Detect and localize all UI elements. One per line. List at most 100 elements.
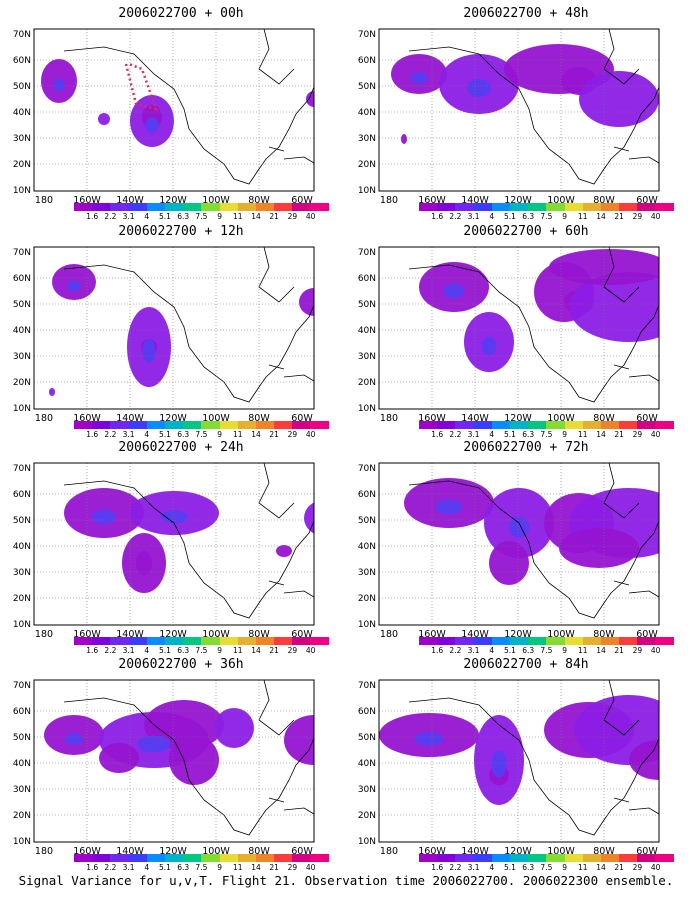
lon-tick-label: 180	[380, 413, 398, 424]
colorbar-label: 4	[144, 863, 150, 872]
colorbar-label: 2.2	[104, 863, 117, 872]
lat-tick-label: 30N	[13, 352, 31, 362]
colorbar-label: 2.2	[104, 430, 117, 439]
lat-tick-label: 30N	[358, 568, 376, 578]
map-frame	[378, 679, 660, 843]
colorbar-swatch	[528, 854, 547, 862]
lon-tick-label: 60W	[291, 413, 313, 424]
colorbar-label: 2.2	[104, 212, 117, 221]
signal-variance-core	[160, 510, 188, 524]
colorbar-label: 29	[287, 646, 298, 655]
lat-tick-label: 20N	[13, 378, 31, 388]
colorbar-swatch	[146, 854, 165, 862]
signal-variance-region	[299, 288, 314, 316]
colorbar-swatch	[92, 637, 111, 645]
colorbar-labels: 1.6 2.2 3.1 4 5.1 6.3 7.5 9 11 14 21 29 40	[74, 212, 329, 222]
lon-tick-label: 120W	[159, 629, 187, 640]
colorbar-label: 9	[217, 430, 222, 439]
colorbar-swatch	[292, 421, 311, 429]
colorbar-swatch	[274, 203, 293, 211]
colorbar-label: 7.5	[540, 646, 553, 655]
colorbar-label: 40	[305, 646, 316, 655]
colorbar-label: 4	[489, 430, 495, 439]
signal-variance-region	[136, 551, 152, 575]
signal-variance-region	[214, 708, 254, 748]
lon-tick-label: 120W	[504, 846, 532, 857]
lat-tick-label: 50N	[358, 300, 376, 310]
colorbar-label: 5.1	[159, 863, 171, 872]
colorbar-swatch	[582, 637, 601, 645]
colorbar-swatch	[274, 854, 293, 862]
lon-tick-label: 160W	[418, 629, 446, 640]
colorbar-swatch	[528, 421, 547, 429]
colorbar-swatch	[164, 854, 184, 862]
lon-tick-label: 120W	[159, 195, 187, 206]
lon-tick-label: 140W	[116, 195, 144, 206]
colorbar-label: 29	[632, 646, 643, 655]
colorbar-label: 7.5	[540, 430, 553, 439]
colorbar-swatch	[455, 854, 474, 862]
lat-tick-label: 10N	[358, 404, 376, 414]
colorbar-swatch	[582, 203, 601, 211]
colorbar-swatch	[128, 854, 147, 862]
map-canvas: 70N 60N 50N 40N 30N 20N 10N 180 160W 140W 120W 100W…	[358, 28, 660, 206]
map-canvas: 70N 60N 50N 40N 30N 20N 10N 180 160W 140W 120W 100W…	[358, 679, 660, 857]
lat-tick-label: 30N	[13, 134, 31, 144]
colorbar-swatch	[637, 203, 656, 211]
colorbar-swatch	[110, 421, 129, 429]
colorbar-swatch	[509, 203, 529, 211]
colorbar-swatch	[237, 854, 256, 862]
coastline	[63, 29, 314, 185]
signal-variance-core	[137, 735, 171, 753]
lat-tick-label: 20N	[13, 811, 31, 821]
colorbar-swatch	[164, 421, 184, 429]
colorbar	[74, 854, 329, 862]
colorbar-label: 6.3	[177, 212, 190, 221]
map-frame	[378, 28, 660, 192]
signal-variance-region	[169, 735, 219, 785]
lat-tick-label: 10N	[13, 186, 31, 196]
map-panel: 2006022700 + 60h 70N 60N 50N 40N 30N 20N 10N 180…	[358, 224, 691, 439]
colorbar-label: 11	[578, 863, 588, 872]
lat-tick-label: 70N	[358, 248, 376, 258]
lon-tick-label: 160W	[73, 195, 101, 206]
colorbar-label: 9	[217, 646, 222, 655]
map-frame	[33, 28, 315, 192]
lon-tick-label: 180	[380, 846, 398, 857]
lon-tick-label: 160W	[418, 846, 446, 857]
lon-tick-label: 140W	[116, 846, 144, 857]
lon-tick-label: 80W	[248, 629, 270, 640]
lat-tick-label: 40N	[13, 759, 31, 769]
colorbar-label: 2.2	[449, 212, 462, 221]
lon-tick-label: 80W	[593, 629, 615, 640]
lat-tick-label: 50N	[13, 82, 31, 92]
lat-tick-label: 50N	[358, 516, 376, 526]
colorbar-label: 5.1	[159, 430, 171, 439]
colorbar-label: 1.6	[86, 863, 99, 872]
colorbar-label: 1.6	[86, 646, 99, 655]
map-panel: 2006022700 + 00h 70N 60N 50N 40N 30N 20N 10N 180…	[13, 6, 346, 222]
colorbar-swatch	[419, 637, 438, 645]
colorbar-swatch	[274, 421, 293, 429]
lon-tick-label: 140W	[461, 846, 489, 857]
lon-tick-label: 80W	[248, 413, 270, 424]
lon-tick-label: 180	[380, 629, 398, 640]
lon-tick-label: 60W	[291, 629, 313, 640]
lat-tick-label: 40N	[358, 108, 376, 118]
lon-tick-label: 140W	[461, 413, 489, 424]
colorbar-swatch	[146, 203, 165, 211]
colorbar	[74, 421, 329, 429]
panel-title: 2006022700 + 48h	[463, 6, 589, 21]
colorbar-swatch	[183, 854, 202, 862]
colorbar-swatch	[437, 421, 456, 429]
colorbar-label: 7.5	[540, 212, 553, 221]
colorbar-swatch	[582, 421, 601, 429]
colorbar-swatch	[183, 203, 202, 211]
coastline	[63, 247, 314, 403]
lon-tick-label: 140W	[116, 629, 144, 640]
lon-tick-label: 60W	[636, 195, 658, 206]
lon-tick-label: 140W	[116, 413, 144, 424]
colorbar-label: 7.5	[195, 212, 208, 221]
signal-variance-region	[276, 545, 292, 557]
colorbar-swatch	[637, 421, 656, 429]
